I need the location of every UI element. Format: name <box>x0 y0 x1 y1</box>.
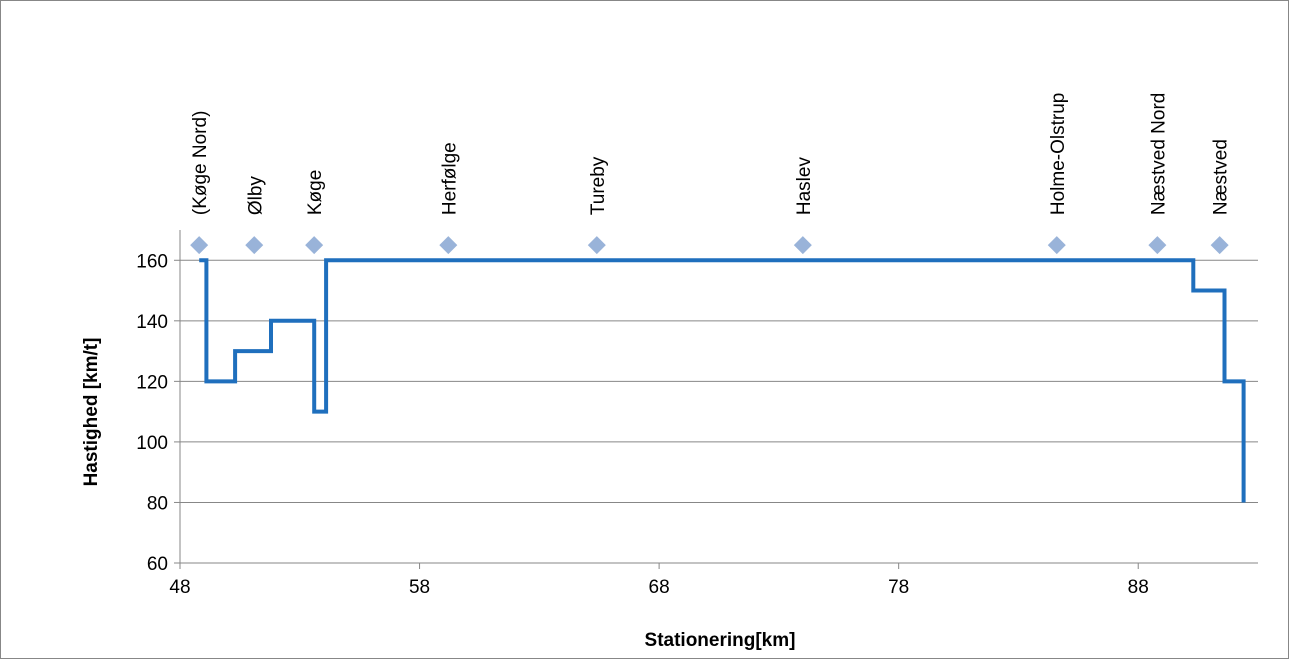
station-marker-7 <box>1148 236 1167 255</box>
station-marker-6 <box>1047 236 1066 255</box>
station-label-1: Ølby <box>245 176 266 216</box>
y-axis: 60 80 100 120 140 160 <box>136 230 181 575</box>
speed-series <box>199 258 1246 503</box>
x-tick-label-68: 68 <box>649 577 670 598</box>
station-marker-8 <box>1210 236 1229 255</box>
station-markers: (Køge Nord) Ølby Køge Herfølge Tureby Haslev H… <box>190 93 1232 255</box>
y-tick-label-160: 160 <box>136 251 168 272</box>
x-tick-label-78: 78 <box>888 577 909 598</box>
station-label-8: Næstved <box>1211 139 1232 215</box>
station-marker-5 <box>793 236 812 255</box>
x-axis-title: Stationering[km] <box>645 630 796 651</box>
y-tick-label-80: 80 <box>147 493 168 514</box>
x-tick-label-48: 48 <box>169 577 190 598</box>
y-tick-label-100: 100 <box>136 433 168 454</box>
station-label-6: Holme-Olstrup <box>1048 93 1069 215</box>
station-label-4: Tureby <box>588 156 609 215</box>
station-marker-4 <box>587 236 606 255</box>
station-label-0: (Køge Nord) <box>190 111 211 216</box>
station-marker-1 <box>245 236 264 255</box>
station-marker-0 <box>190 236 209 255</box>
y-tick-label-60: 60 <box>147 554 168 575</box>
y-axis-title: Hastighed [km/t] <box>81 338 102 487</box>
y-tick-label-140: 140 <box>136 312 168 333</box>
station-label-3: Herfølge <box>439 142 460 215</box>
speed-line <box>199 258 1246 503</box>
x-tick-label-88: 88 <box>1128 577 1149 598</box>
station-label-5: Haslev <box>794 157 815 216</box>
station-label-7: Næstved Nord <box>1148 93 1169 216</box>
station-label-2: Køge <box>305 170 326 215</box>
x-tick-label-58: 58 <box>409 577 430 598</box>
x-axis: 48 58 68 78 88 <box>169 562 1258 598</box>
y-tick-label-120: 120 <box>136 372 168 393</box>
station-marker-2 <box>305 236 324 255</box>
station-marker-3 <box>439 236 458 255</box>
